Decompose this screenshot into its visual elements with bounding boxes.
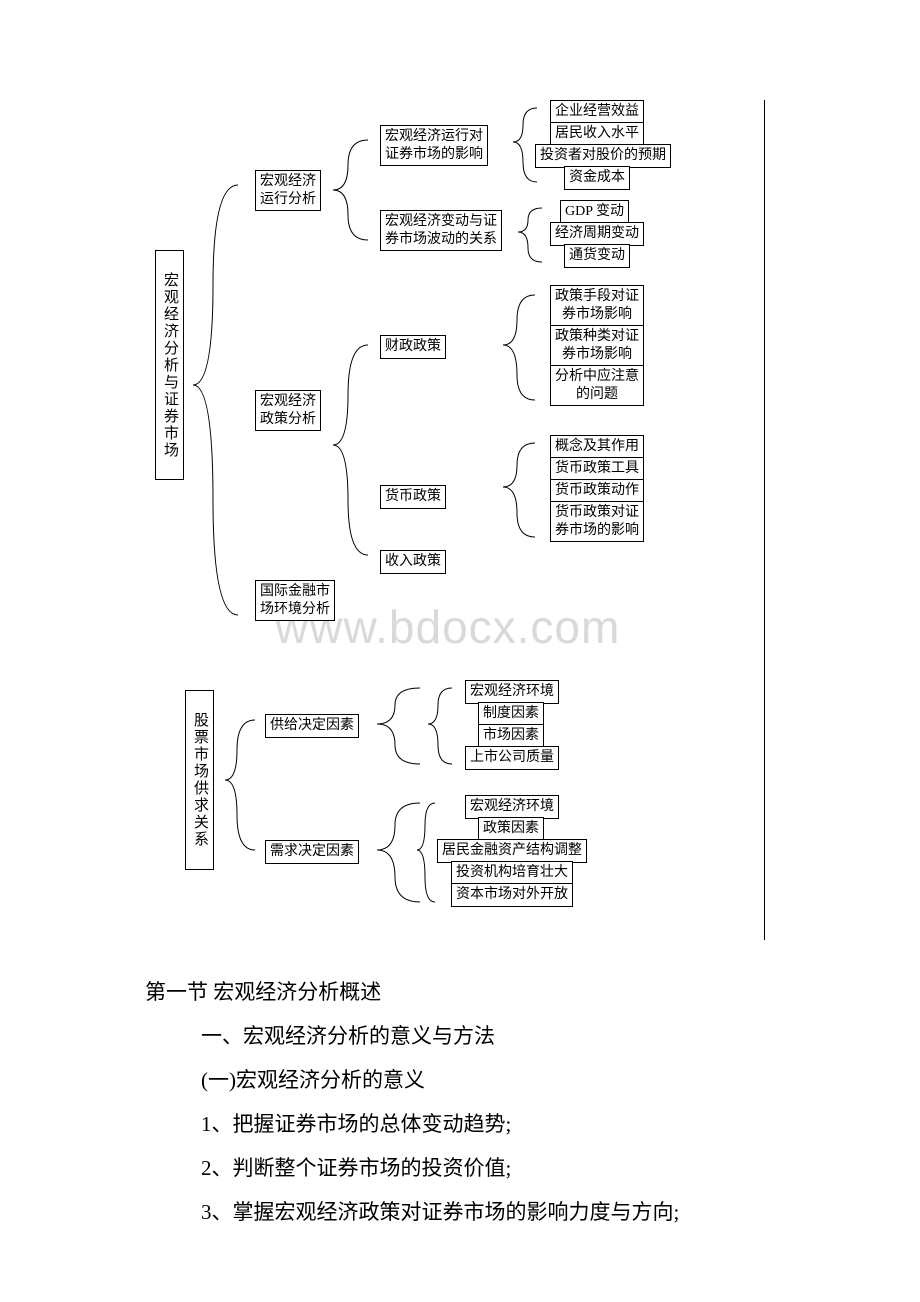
leaf: GDP 变动 [560, 200, 629, 224]
label: 宏观经济运行对 [385, 129, 483, 144]
leaf: 分析中应注意 的问题 [550, 365, 644, 406]
node-macro-policy: 宏观经济 政策分析 [255, 390, 321, 431]
brace-icon [420, 680, 460, 772]
label: 券市场的影响 [555, 523, 639, 538]
leaf: 宏观经济环境 [465, 680, 559, 704]
label: 宏观经济 [260, 394, 316, 409]
leaf: 货币政策对证 券市场的影响 [550, 501, 644, 542]
page: www.bdocx.com 宏观经济分析与证券市场 股票市场供求关系 宏观经济 … [0, 100, 920, 1235]
brace-icon [323, 130, 378, 250]
label: 分析中应注意 [555, 369, 639, 384]
node-intl-finance: 国际金融市 场环境分析 [255, 580, 335, 621]
label: 宏观经济变动与证 [385, 214, 497, 229]
brace-icon [495, 285, 545, 410]
brace-icon [413, 795, 443, 910]
paragraph: 1、把握证券市场的总体变动趋势; [145, 1102, 765, 1146]
label: 国际金融市 [260, 584, 330, 599]
leaf: 投资者对股价的预期 [535, 144, 671, 168]
leaf: 上市公司质量 [465, 746, 559, 770]
brace-icon [323, 330, 378, 570]
leaf: 投资机构培育壮大 [451, 861, 573, 885]
leaf: 经济周期变动 [550, 222, 644, 246]
brace-icon [217, 700, 265, 865]
node-run-relation: 宏观经济变动与证 券市场波动的关系 [380, 210, 502, 251]
label: 券市场影响 [562, 347, 632, 362]
label: 政策分析 [260, 412, 316, 427]
label: 券市场影响 [562, 307, 632, 322]
label: 运行分析 [260, 192, 316, 207]
heading-2: (一)宏观经济分析的意义 [145, 1058, 765, 1102]
paragraph: 3、掌握宏观经济政策对证券市场的影响力度与方向; [145, 1190, 765, 1234]
label: 政策种类对证 [555, 329, 639, 344]
leaf: 政策手段对证 券市场影响 [550, 285, 644, 326]
leaf: 居民金融资产结构调整 [437, 839, 587, 863]
heading-1: 一、宏观经济分析的意义与方法 [145, 1014, 765, 1058]
document-body: 第一节 宏观经济分析概述 一、宏观经济分析的意义与方法 (一)宏观经济分析的意义… [145, 970, 765, 1235]
leaf: 宏观经济环境 [465, 795, 559, 819]
node-run-impact: 宏观经济运行对 证券市场的影响 [380, 125, 488, 166]
leaf: 货币政策动作 [550, 479, 644, 503]
leaf: 企业经营效益 [550, 100, 644, 124]
node-macro-run: 宏观经济 运行分析 [255, 170, 321, 211]
hierarchy-diagram: www.bdocx.com 宏观经济分析与证券市场 股票市场供求关系 宏观经济 … [155, 100, 764, 940]
paragraph: 2、判断整个证券市场的投资价值; [145, 1146, 765, 1190]
leaf: 资金成本 [564, 166, 630, 190]
root-node-macro: 宏观经济分析与证券市场 [155, 250, 184, 480]
node-income: 收入政策 [380, 550, 446, 574]
brace-icon [505, 100, 545, 190]
section-heading: 第一节 宏观经济分析概述 [145, 970, 765, 1014]
leaf: 政策种类对证 券市场影响 [550, 325, 644, 366]
leaf: 制度因素 [478, 702, 544, 726]
node-supply: 供给决定因素 [265, 714, 359, 738]
root-node-stock: 股票市场供求关系 [185, 690, 214, 870]
label: 场环境分析 [260, 602, 330, 617]
node-demand: 需求决定因素 [265, 840, 359, 864]
brace-icon [183, 170, 253, 620]
label: 政策手段对证 [555, 289, 639, 304]
node-monetary: 货币政策 [380, 485, 446, 509]
leaf: 居民收入水平 [550, 122, 644, 146]
leaf: 货币政策工具 [550, 457, 644, 481]
brace-icon [510, 200, 550, 270]
label: 券市场波动的关系 [385, 232, 497, 247]
label: 证券市场的影响 [385, 147, 483, 162]
node-fiscal: 财政政策 [380, 335, 446, 359]
leaf: 通货变动 [564, 244, 630, 268]
leaf: 市场因素 [478, 724, 544, 748]
leaf: 政策因素 [478, 817, 544, 841]
label: 的问题 [576, 387, 618, 402]
label: 货币政策对证 [555, 505, 639, 520]
leaf: 概念及其作用 [550, 435, 644, 459]
label: 宏观经济 [260, 174, 316, 189]
leaf: 资本市场对外开放 [451, 883, 573, 907]
brace-icon [495, 435, 545, 545]
diagram-container: www.bdocx.com 宏观经济分析与证券市场 股票市场供求关系 宏观经济 … [155, 100, 765, 940]
